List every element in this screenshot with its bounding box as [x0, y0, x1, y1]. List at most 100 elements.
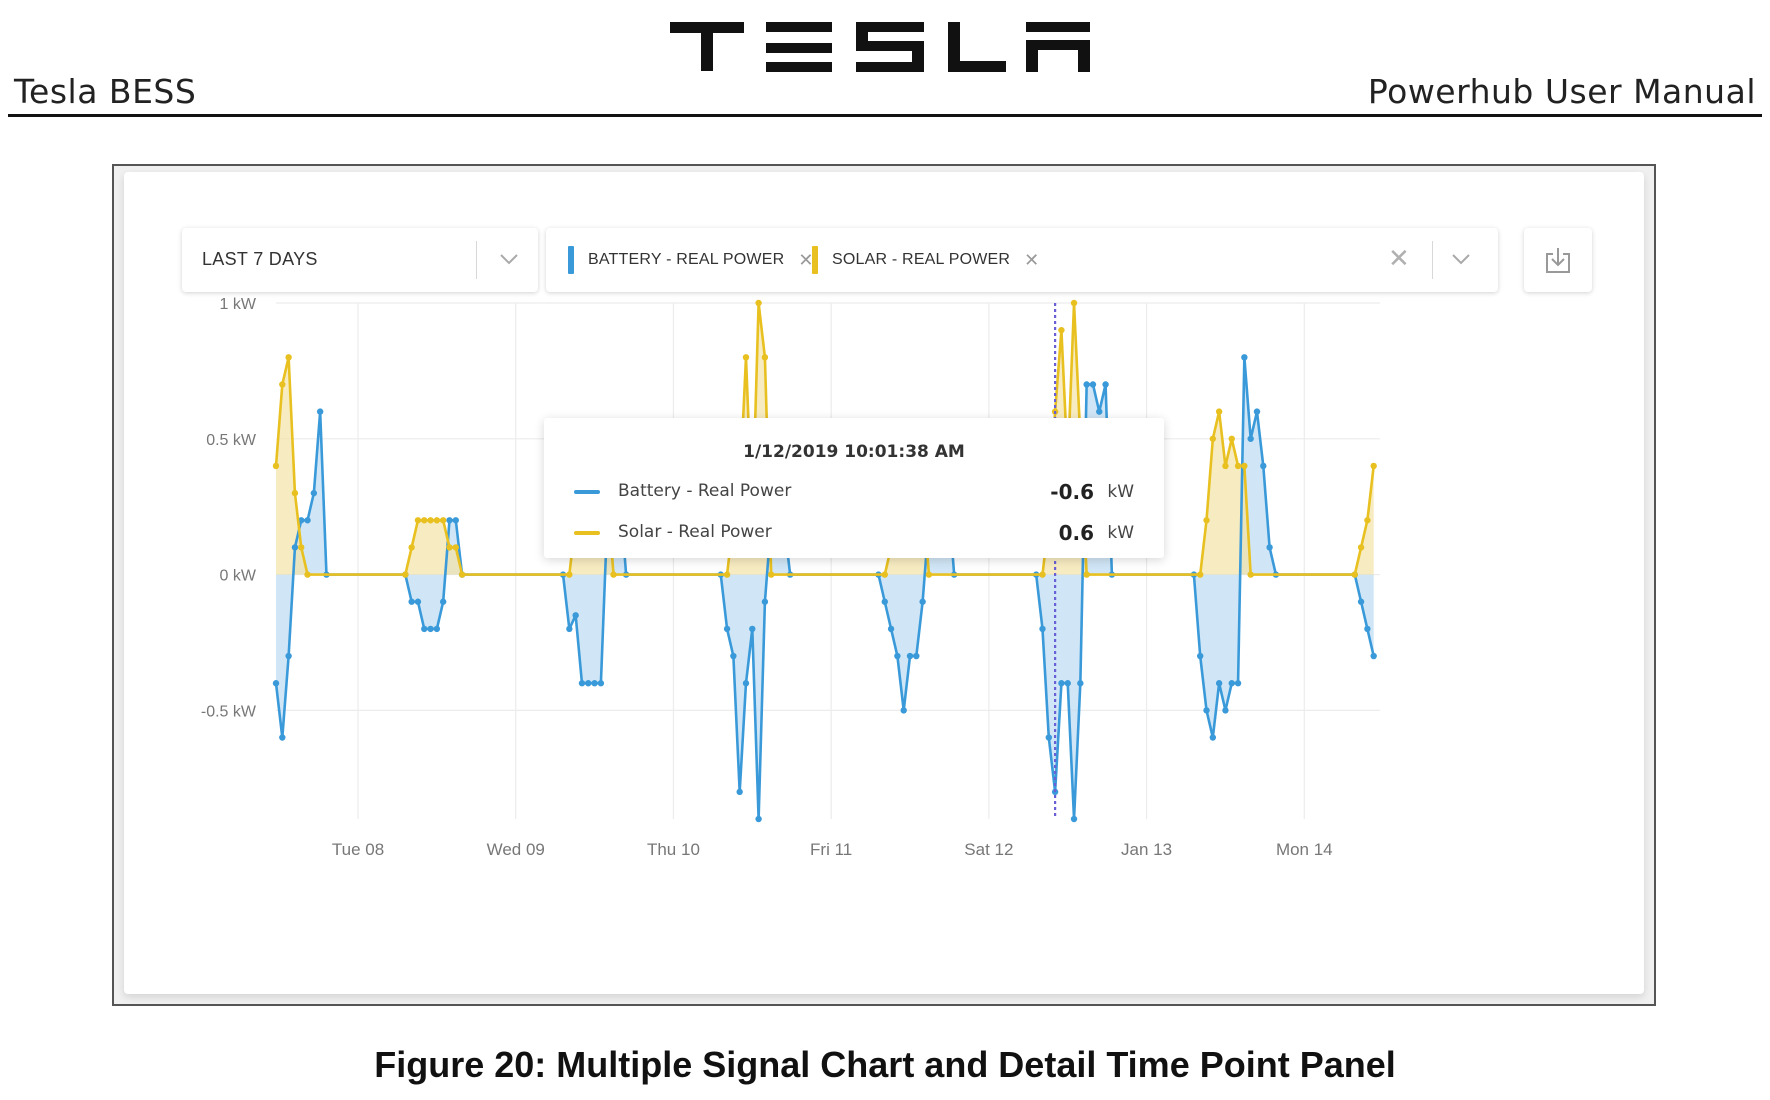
data-point	[414, 517, 422, 524]
data-point	[881, 598, 888, 605]
data-point	[1058, 326, 1065, 334]
chevron-down-icon[interactable]	[498, 248, 520, 270]
signal-chip-battery[interactable]: BATTERY - REAL POWER ✕	[568, 246, 813, 274]
data-point	[1241, 354, 1248, 361]
data-point	[723, 571, 731, 578]
data-point	[1241, 462, 1248, 470]
data-point	[723, 625, 731, 633]
x-tick-label: Thu 10	[647, 840, 700, 859]
data-point	[1083, 571, 1090, 578]
data-point	[906, 652, 914, 660]
data-point	[610, 571, 617, 578]
data-point	[291, 489, 299, 497]
data-point	[304, 571, 311, 578]
tooltip-row-solar: Solar - Real Power 0.6 kW	[574, 521, 1134, 545]
data-point	[414, 598, 422, 605]
data-point	[408, 598, 415, 605]
document-header: Tesla BESS Powerhub User Manual	[0, 0, 1770, 120]
data-point	[742, 354, 750, 361]
data-point	[1228, 435, 1235, 442]
data-point	[1247, 571, 1254, 578]
data-point	[1215, 408, 1223, 415]
data-point	[566, 571, 573, 578]
data-point	[1209, 435, 1217, 442]
data-point	[566, 625, 573, 633]
y-tick-label: 0 kW	[220, 568, 257, 585]
data-point	[1222, 462, 1229, 470]
data-point	[585, 680, 592, 687]
data-point	[1096, 408, 1103, 415]
data-point	[887, 625, 895, 633]
data-point	[1234, 462, 1242, 470]
data-point	[1197, 652, 1204, 660]
data-point	[1364, 517, 1371, 524]
tooltip-timestamp: 1/12/2019 10:01:38 AM	[743, 442, 965, 462]
data-point	[1064, 680, 1071, 687]
data-point	[761, 598, 769, 605]
tooltip-value: -0.6	[1050, 480, 1094, 504]
data-point	[1070, 299, 1078, 307]
data-point	[1039, 571, 1046, 578]
data-point	[755, 815, 762, 823]
data-point	[881, 571, 888, 578]
document-title-right: Powerhub User Manual	[1367, 72, 1756, 111]
signal-selector[interactable]: BATTERY - REAL POWER ✕ SOLAR - REAL POWE…	[546, 228, 1498, 292]
data-point	[421, 517, 428, 524]
tooltip-series-name: Solar - Real Power	[618, 522, 772, 542]
time-point-detail-panel: 1/12/2019 10:01:38 AM Battery - Real Pow…	[544, 418, 1164, 558]
x-tick-label: Mon 14	[1276, 840, 1333, 859]
tooltip-value: 0.6	[1058, 521, 1094, 545]
data-point	[402, 571, 409, 578]
time-range-dropdown[interactable]: LAST 7 DAYS	[182, 228, 538, 292]
data-point	[572, 612, 579, 619]
tesla-logo	[670, 22, 1090, 72]
solar-color-swatch	[812, 246, 818, 274]
data-point	[749, 625, 756, 633]
data-point	[446, 517, 453, 524]
data-point	[279, 734, 286, 741]
data-point	[1370, 652, 1377, 660]
tooltip-unit: kW	[1107, 482, 1134, 502]
data-point	[591, 680, 598, 687]
data-point	[316, 408, 324, 415]
data-point	[1260, 462, 1267, 470]
export-button[interactable]	[1524, 228, 1592, 292]
download-icon	[1546, 248, 1570, 273]
data-point	[1266, 544, 1273, 551]
data-point	[1222, 707, 1229, 714]
data-point	[452, 517, 459, 524]
close-icon[interactable]: ✕	[1388, 244, 1410, 274]
data-point	[433, 625, 441, 633]
close-icon[interactable]: ✕	[1024, 249, 1040, 271]
data-point	[1197, 571, 1204, 578]
data-point	[1247, 435, 1254, 442]
data-point	[736, 788, 743, 796]
data-point	[310, 489, 318, 497]
data-point	[1058, 680, 1065, 687]
figure-frame: LAST 7 DAYS BATTERY - REAL POWER ✕ SOLAR…	[112, 164, 1656, 1006]
data-point	[298, 544, 305, 551]
data-point	[925, 571, 933, 578]
data-point	[1357, 598, 1365, 605]
signal-chart[interactable]: 1 kW 0.5 kW 0 kW -0.5 kW Tue 08 Wed 09 Thu 10 F…	[124, 172, 1644, 994]
tooltip-row-battery: Battery - Real Power -0.6 kW	[574, 480, 1134, 504]
dropdown-divider	[476, 241, 477, 279]
data-point	[433, 517, 441, 524]
data-point	[730, 652, 737, 660]
time-range-label: LAST 7 DAYS	[202, 249, 318, 269]
data-point	[408, 544, 415, 551]
chevron-down-icon[interactable]	[1450, 248, 1472, 270]
data-point	[1203, 517, 1210, 524]
data-point	[1253, 408, 1261, 415]
close-icon[interactable]: ✕	[798, 249, 814, 271]
y-tick-label: 1 kW	[220, 296, 257, 313]
tooltip-series-name: Battery - Real Power	[618, 481, 792, 501]
figure-caption: Figure 20: Multiple Signal Chart and Det…	[374, 1044, 1396, 1085]
data-point	[427, 625, 434, 633]
solar-legend-swatch	[574, 531, 600, 535]
data-point	[1357, 544, 1365, 551]
signal-chip-solar[interactable]: SOLAR - REAL POWER ✕	[812, 246, 1039, 274]
signal-chip-label: BATTERY - REAL POWER	[588, 251, 785, 268]
x-tick-label: Jan 13	[1121, 840, 1172, 859]
data-point	[1039, 625, 1046, 633]
